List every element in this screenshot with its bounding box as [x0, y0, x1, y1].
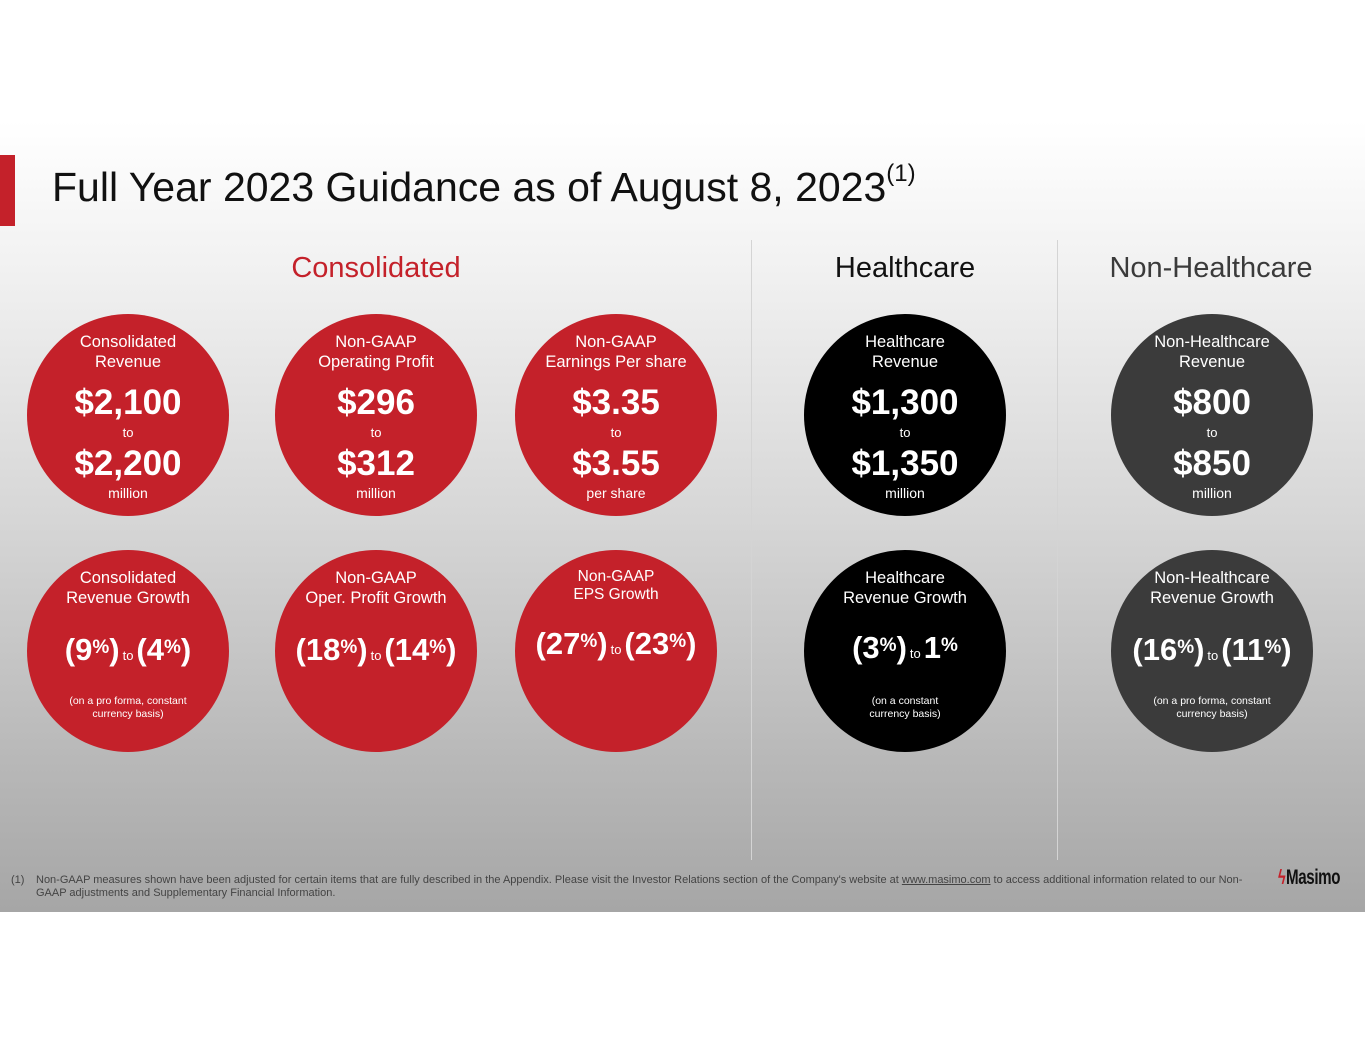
title-accent-bar	[0, 155, 15, 226]
range-unit: per share	[586, 485, 646, 501]
circle-label: Non-GAAP Operating Profit	[318, 333, 434, 371]
section-divider	[1057, 240, 1058, 860]
range-high: $850	[1173, 444, 1251, 483]
range-high: $1,350	[851, 444, 959, 483]
circle-label: Healthcare Revenue	[865, 333, 945, 371]
masimo-website-link[interactable]: www.masimo.com	[901, 874, 991, 886]
range-low: $800	[1173, 383, 1251, 422]
range-low: $3.35	[572, 383, 660, 422]
range-to: to	[899, 425, 911, 440]
growth-range: (27%) to(23%)	[535, 626, 697, 661]
circle-label: Non-Healthcare Revenue Growth	[1150, 569, 1274, 607]
section-heading-consolidated: Consolidated	[291, 252, 461, 284]
range-to: to	[610, 425, 622, 440]
healthcare-revenue-growth-circle: Healthcare Revenue Growth (3%) to1% (on a …	[804, 550, 1006, 752]
circle-label: Healthcare Revenue Growth	[843, 569, 967, 607]
range-unit: million	[885, 485, 925, 501]
circle-label: Non-GAAP EPS Growth	[573, 568, 659, 603]
operating-profit-circle: Non-GAAP Operating Profit $296 to $312 mi…	[275, 314, 477, 516]
circle-label: Non-GAAP Earnings Per share	[545, 333, 687, 371]
range-high: $3.55	[572, 444, 660, 483]
growth-range: (3%) to1%	[852, 630, 958, 665]
masimo-logo-mark-icon: ϟ	[1278, 867, 1286, 889]
eps-circle: Non-GAAP Earnings Per share $3.35 to $3.5…	[515, 314, 717, 516]
growth-range: (9%) to(4%)	[64, 632, 192, 667]
range-unit: million	[356, 485, 396, 501]
title-footnote-ref: (1)	[886, 160, 916, 187]
range-high: $312	[337, 444, 415, 483]
section-divider	[751, 240, 752, 860]
non-healthcare-revenue-circle: Non-Healthcare Revenue $800 to $850 milli…	[1111, 314, 1313, 516]
range-unit: million	[1192, 485, 1232, 501]
circle-label: Consolidated Revenue	[79, 333, 177, 371]
masimo-logo: ϟMasimo	[1278, 866, 1341, 889]
page-title: Full Year 2023 Guidance as of August 8, …	[52, 160, 916, 210]
range-low: $2,100	[74, 383, 182, 422]
circle-label: Non-Healthcare Revenue	[1154, 333, 1270, 371]
section-heading-healthcare: Healthcare	[834, 252, 976, 284]
operating-profit-growth-circle: Non-GAAP Oper. Profit Growth (18%) to(14%)	[275, 550, 477, 752]
range-to: to	[1206, 425, 1218, 440]
range-low: $1,300	[851, 383, 959, 422]
range-low: $296	[337, 383, 415, 422]
healthcare-revenue-circle: Healthcare Revenue $1,300 to $1,350 milli…	[804, 314, 1006, 516]
growth-range: (16%) to(11%)	[1132, 632, 1292, 667]
growth-basis-note: (on a constant currency basis)	[869, 695, 941, 720]
circle-label: Consolidated Revenue Growth	[66, 569, 190, 607]
footnote-number: (1)	[11, 874, 25, 886]
footnote-text: Non-GAAP measures shown have been adjust…	[36, 874, 1243, 899]
section-heading-non-healthcare: Non-Healthcare	[1109, 252, 1313, 284]
range-to: to	[122, 425, 134, 440]
consolidated-revenue-circle: Consolidated Revenue $2,100 to $2,200 mil…	[27, 314, 229, 516]
growth-range: (18%) to(14%)	[295, 632, 457, 667]
range-unit: million	[108, 485, 148, 501]
growth-basis-note: (on a pro forma, constant currency basis)	[1153, 695, 1271, 720]
consolidated-revenue-growth-circle: Consolidated Revenue Growth (9%) to(4%) (o…	[27, 550, 229, 752]
range-high: $2,200	[74, 444, 182, 483]
growth-basis-note: (on a pro forma, constant currency basis)	[69, 695, 187, 720]
eps-growth-circle: Non-GAAP EPS Growth (27%) to(23%)	[515, 550, 717, 752]
range-to: to	[370, 425, 382, 440]
non-healthcare-revenue-growth-circle: Non-Healthcare Revenue Growth (16%) to(11%…	[1111, 550, 1313, 752]
circle-label: Non-GAAP Oper. Profit Growth	[305, 569, 447, 607]
